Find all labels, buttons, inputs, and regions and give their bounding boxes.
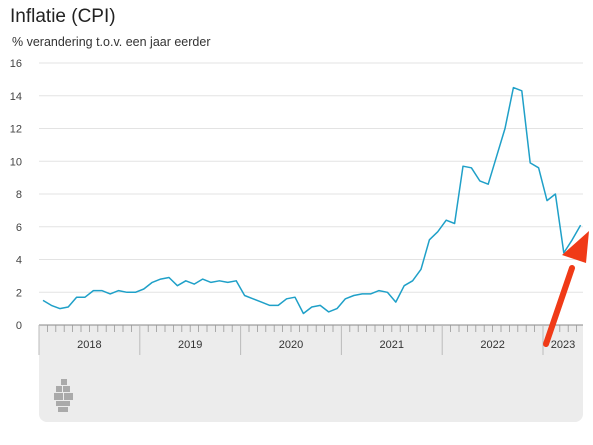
- series-line: [42, 86, 582, 315]
- y-tick-label: 16: [10, 58, 22, 70]
- y-tick-label: 12: [10, 124, 22, 136]
- y-tick-label: 0: [16, 320, 22, 332]
- y-tick-label: 4: [16, 255, 22, 267]
- chart-title: Inflatie (CPI): [10, 6, 116, 27]
- arrow-head: [562, 231, 589, 263]
- x-tick-label: 2022: [480, 339, 504, 351]
- gridlines: [39, 62, 583, 293]
- x-tick-label: 2023: [551, 339, 575, 351]
- chart-footer: [39, 356, 583, 422]
- annotation-arrow: [543, 231, 589, 347]
- x-tick-label: 2018: [77, 339, 101, 351]
- x-axis: 2018 2019 2020 2021 2022 2023: [38, 324, 583, 356]
- y-tick-label: 2: [16, 287, 22, 299]
- y-tick-label: 8: [16, 189, 22, 201]
- y-axis-tick-labels: 0 2 4 6 8 10 12 14 16: [10, 58, 22, 332]
- x-tick-label: 2021: [380, 339, 404, 351]
- x-tick-label: 2019: [178, 339, 202, 351]
- x-tick-label: 2020: [279, 339, 303, 351]
- cbs-logo-icon: [54, 379, 73, 412]
- y-tick-label: 14: [10, 91, 22, 103]
- y-tick-label: 6: [16, 222, 22, 234]
- arrow-shaft: [543, 265, 575, 347]
- series-lines: [42, 86, 582, 315]
- chart-subtitle: % verandering t.o.v. een jaar eerder: [12, 35, 211, 49]
- y-tick-label: 10: [10, 156, 22, 168]
